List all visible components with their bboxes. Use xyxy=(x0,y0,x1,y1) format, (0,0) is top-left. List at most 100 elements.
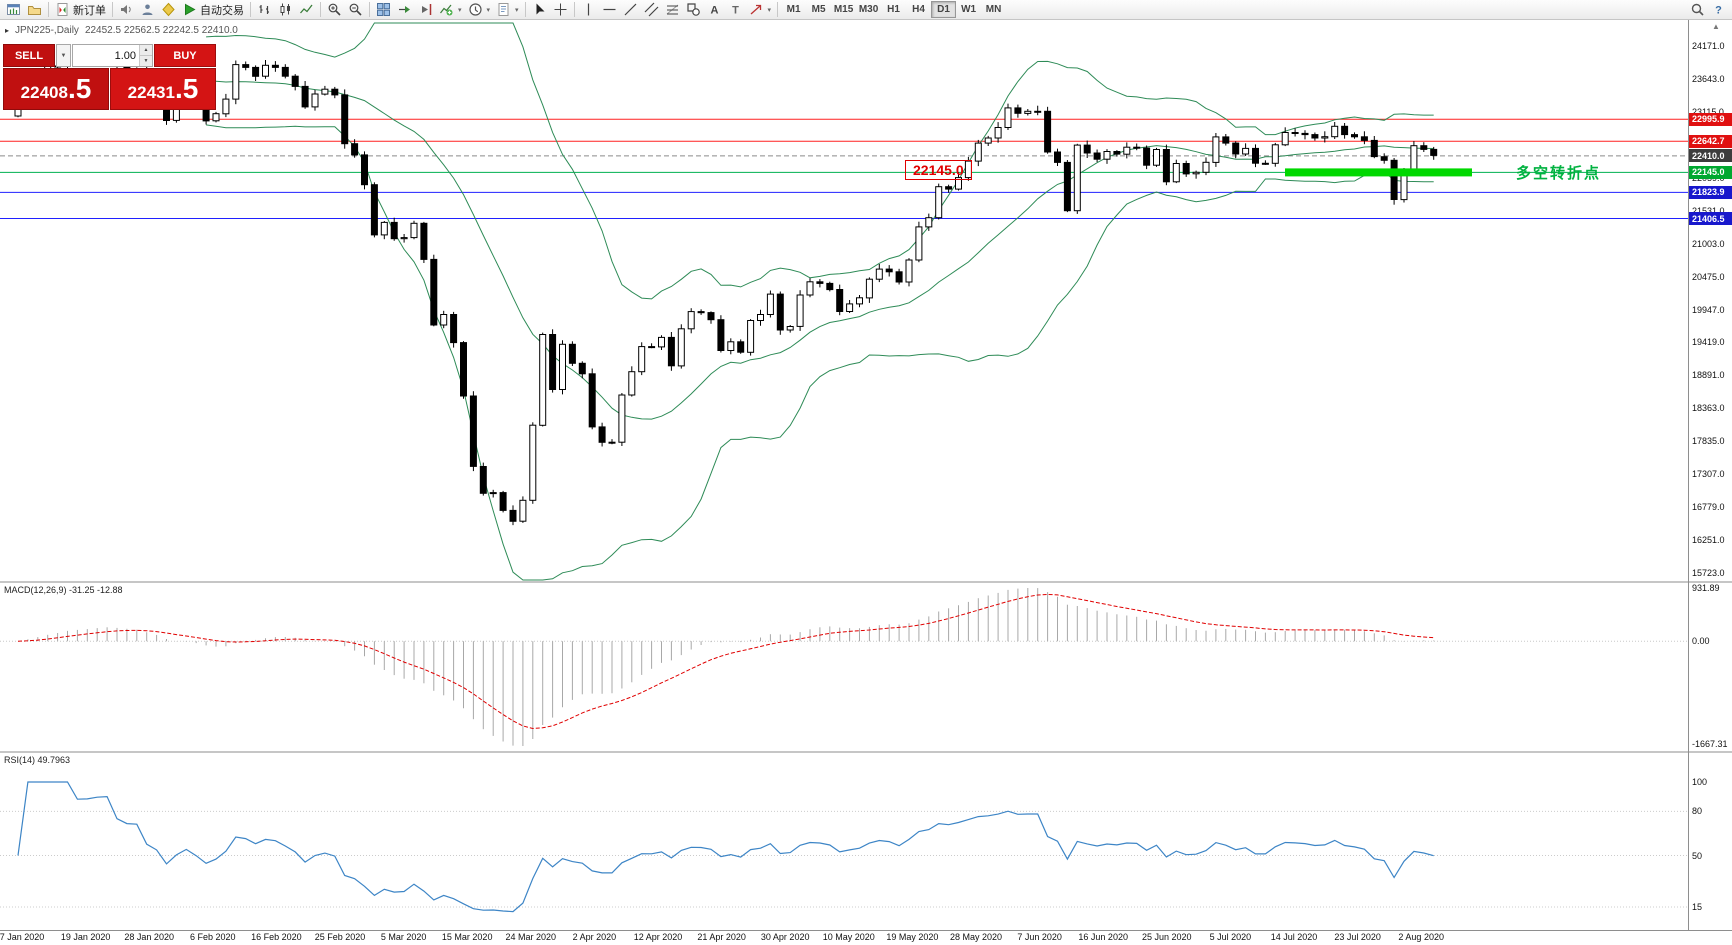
toolbar: 新订单 自动交易 ▾ ▾ ▾ A T ▾ M1 M5 M15 M30 H1 H4 D1 W1 MN? xyxy=(0,0,1732,20)
buy-price-button[interactable]: 22431 .5 xyxy=(110,68,216,110)
highlight-bar[interactable] xyxy=(1285,168,1472,177)
date-label: 6 Feb 2020 xyxy=(190,932,236,942)
volume-field: ▲ ▼ xyxy=(72,44,153,67)
text-icon[interactable]: A xyxy=(704,1,725,19)
rsi-axis-label: 80 xyxy=(1692,806,1703,817)
text-label-icon[interactable]: T xyxy=(725,1,746,19)
price-badge: 22410.0 xyxy=(1689,149,1732,163)
scroll-up-icon[interactable]: ▲ xyxy=(1712,22,1720,31)
arrow-objects-icon[interactable]: ▾ xyxy=(746,1,775,19)
toolbar-separator xyxy=(48,2,49,17)
zoom-out-icon[interactable] xyxy=(345,1,366,19)
symbol-name: JPN225-,Daily xyxy=(15,25,79,36)
timeframe-mn[interactable]: MN xyxy=(985,4,1002,15)
price-annotation-box[interactable]: 22145.0 xyxy=(905,160,972,180)
tile-windows-icon[interactable] xyxy=(373,1,394,19)
volume-input[interactable] xyxy=(73,45,139,66)
symbol-ohlc-values: 22452.5 22562.5 22242.5 22410.0 xyxy=(84,25,238,36)
search-icon[interactable] xyxy=(1687,1,1708,19)
date-axis[interactable]: 7 Jan 2020 19 Jan 2020 28 Jan 2020 6 Feb 20… xyxy=(0,931,1689,945)
date-label: 10 May 2020 xyxy=(822,932,875,942)
volume-up-button[interactable]: ▲ xyxy=(140,45,152,56)
zoom-in-icon[interactable] xyxy=(324,1,345,19)
templates-icon[interactable]: ▾ xyxy=(493,1,522,19)
candlestick-chart-icon[interactable] xyxy=(275,1,296,19)
axis-label: 19947.0 xyxy=(1692,304,1725,315)
date-label: 12 Apr 2020 xyxy=(633,932,683,942)
line-chart-icon[interactable] xyxy=(296,1,317,19)
date-label: 19 Jan 2020 xyxy=(60,932,111,942)
svg-text:A: A xyxy=(710,5,718,17)
trendline-icon[interactable] xyxy=(620,1,641,19)
toolbar-separator xyxy=(250,2,251,17)
price-badge: 21406.5 xyxy=(1689,212,1732,225)
periods-icon[interactable]: ▾ xyxy=(465,1,494,19)
timeframe-m15[interactable]: M15 xyxy=(833,4,854,15)
timeframe-m30[interactable]: M30 xyxy=(858,4,879,15)
timeframe-m5[interactable]: M5 xyxy=(811,4,826,15)
cursor-icon[interactable] xyxy=(529,1,550,19)
new-order-button-label: 新订单 xyxy=(73,4,106,17)
date-label: 28 May 2020 xyxy=(949,932,1003,942)
date-label: 21 Apr 2020 xyxy=(697,932,746,942)
timeframe-h1[interactable]: H1 xyxy=(887,4,900,15)
buy-price-main: 22431 xyxy=(127,83,175,102)
new-order-button[interactable]: 新订单 xyxy=(52,1,109,19)
timeframe-w1[interactable]: W1 xyxy=(961,4,977,15)
date-label: 24 Mar 2020 xyxy=(505,932,557,942)
buy-button[interactable]: BUY xyxy=(154,44,216,67)
macd-axis-label: 0.00 xyxy=(1692,636,1710,647)
axis-label: 15723.0 xyxy=(1692,568,1725,578)
date-label: 7 Jan 2020 xyxy=(0,932,45,942)
fibonacci-icon[interactable] xyxy=(662,1,683,19)
rsi-axis-label: 15 xyxy=(1692,902,1703,912)
price-axis[interactable]: 24171.023643.023115.022587.022059.021531… xyxy=(1689,20,1732,931)
auto-scroll-icon[interactable] xyxy=(394,1,415,19)
timeframe-d1[interactable]: D1 xyxy=(931,1,957,18)
price-badge: 22145.0 xyxy=(1689,165,1732,179)
bar-chart-icon[interactable] xyxy=(254,1,275,19)
date-label: 5 Mar 2020 xyxy=(380,932,427,942)
horizontal-line-icon[interactable] xyxy=(599,1,620,19)
sound-icon[interactable] xyxy=(116,1,137,19)
date-label: 19 May 2020 xyxy=(886,932,939,942)
toolbar-separator xyxy=(320,2,321,17)
date-label: 16 Jun 2020 xyxy=(1078,932,1128,942)
new-chart-icon[interactable] xyxy=(3,1,24,19)
svg-text:T: T xyxy=(732,5,739,17)
chart-shift-icon[interactable] xyxy=(415,1,436,19)
autotrade-button[interactable]: 自动交易 xyxy=(179,1,247,19)
chevron-down-icon: ▾ xyxy=(767,6,772,14)
sell-price-main: 22408 xyxy=(20,83,68,102)
timeframe-m1[interactable]: M1 xyxy=(786,4,801,15)
volume-dropdown[interactable]: ▼ xyxy=(56,44,71,67)
axis-label: 17307.0 xyxy=(1692,469,1725,480)
shapes-icon[interactable] xyxy=(683,1,704,19)
sell-button[interactable]: SELL xyxy=(3,44,55,67)
date-label: 30 Apr 2020 xyxy=(760,932,810,942)
metaeditor-icon[interactable] xyxy=(158,1,179,19)
one-click-trading-panel: SELL ▼ ▲ ▼ BUY 22408 .5 22431 .5 xyxy=(3,44,216,110)
profiles-icon[interactable] xyxy=(24,1,45,19)
date-label: 25 Feb 2020 xyxy=(314,932,366,942)
indicators-icon[interactable]: ▾ xyxy=(436,1,465,19)
axis-label: 24171.0 xyxy=(1692,41,1725,51)
crosshair-icon[interactable] xyxy=(550,1,571,19)
date-label: 15 Mar 2020 xyxy=(441,932,493,942)
date-label: 16 Feb 2020 xyxy=(251,932,302,942)
symbol-header: ▸ JPN225-,Daily 22452.5 22562.5 22242.5 … xyxy=(5,25,238,36)
collapse-icon[interactable]: ▸ xyxy=(5,26,10,35)
toolbar-separator xyxy=(573,2,575,17)
community-icon[interactable] xyxy=(137,1,158,19)
volume-down-button[interactable]: ▼ xyxy=(140,56,152,66)
help-icon[interactable]: ? xyxy=(1708,1,1729,19)
rsi-axis-label: 50 xyxy=(1692,850,1703,861)
channel-icon[interactable] xyxy=(641,1,662,19)
vertical-line-icon[interactable] xyxy=(578,1,599,19)
buy-price-frac: .5 xyxy=(174,73,199,104)
sell-price-button[interactable]: 22408 .5 xyxy=(3,68,109,110)
axis-label: 21531.0 xyxy=(1692,205,1725,216)
timeframe-h4[interactable]: H4 xyxy=(912,4,925,15)
